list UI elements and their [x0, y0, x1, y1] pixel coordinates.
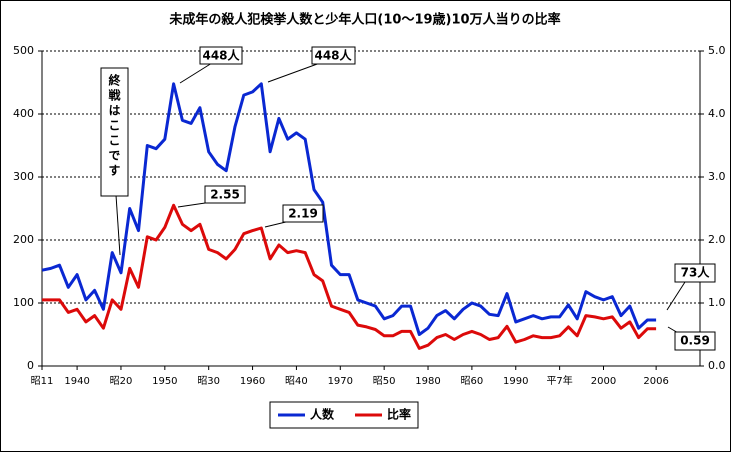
annotation: 2.19 — [288, 207, 318, 221]
arrow — [267, 62, 321, 83]
callout — [674, 331, 716, 351]
arrow — [115, 194, 121, 256]
y2-tick-label: 4.0 — [708, 107, 726, 120]
y2-tick-label: 2.0 — [708, 233, 726, 246]
annotation: 終戦はここです — [107, 73, 121, 179]
x-tick-label: 昭40 — [285, 375, 308, 387]
annotation: 448人 — [314, 48, 352, 63]
callout — [311, 46, 356, 65]
y2-tick-label: 1.0 — [708, 296, 726, 309]
annotation: 2.55 — [210, 188, 240, 202]
callout — [204, 185, 246, 204]
y2-tick-label: 0.0 — [708, 359, 726, 372]
callout — [282, 204, 324, 223]
x-tick-label: 1970 — [328, 376, 353, 387]
annotation: 73人 — [681, 265, 711, 280]
legend-label: 人数 — [310, 407, 335, 422]
x-tick-label: 1990 — [503, 376, 528, 387]
x-tick-label: 昭30 — [197, 375, 220, 387]
legend-label: 比率 — [387, 407, 411, 422]
arrow — [179, 62, 213, 84]
annotation: 448人 — [202, 48, 240, 63]
y-tick-label: 200 — [13, 233, 34, 246]
y-tick-label: 300 — [13, 170, 34, 183]
annotation: 0.59 — [680, 334, 710, 348]
y-tick-label: 0 — [27, 359, 34, 372]
y2-tick-label: 3.0 — [708, 170, 726, 183]
x-tick-label: 1980 — [415, 376, 440, 387]
series-line — [42, 203, 657, 350]
callout — [100, 67, 129, 197]
y-tick-label: 100 — [13, 296, 34, 309]
series-line — [41, 82, 657, 336]
annotations: 448人 448人 2.55 2.19 73人 0.59 終戦はここです — [100, 46, 716, 351]
x-tick-label: 1940 — [64, 376, 89, 387]
callout — [199, 46, 243, 65]
y-tick-label: 400 — [13, 107, 34, 120]
callout — [674, 263, 716, 283]
arrow — [666, 281, 686, 311]
x-tick-label: 2006 — [643, 376, 668, 387]
x-tick-label: 昭11 — [31, 375, 54, 387]
y-tick-label: 500 — [13, 44, 34, 57]
x-tick-label: 昭20 — [110, 375, 133, 387]
x-tick-label: 平7年 — [546, 374, 572, 387]
x-tick-label: 1960 — [240, 376, 265, 387]
chart-title: 未成年の殺人犯検挙人数と少年人口(10～19歳)10万人当りの比率 — [168, 12, 560, 28]
x-tick-label: 昭50 — [373, 375, 396, 387]
x-tick-label: 昭60 — [461, 375, 484, 387]
y2-tick-label: 5.0 — [708, 44, 726, 57]
x-tick-label: 2000 — [591, 376, 616, 387]
plot: 0 100 200 300 400 500 0.0 1.0 2.0 3.0 4.0 5.0 昭11 194… — [13, 44, 726, 387]
x-tick-label: 1950 — [152, 376, 177, 387]
